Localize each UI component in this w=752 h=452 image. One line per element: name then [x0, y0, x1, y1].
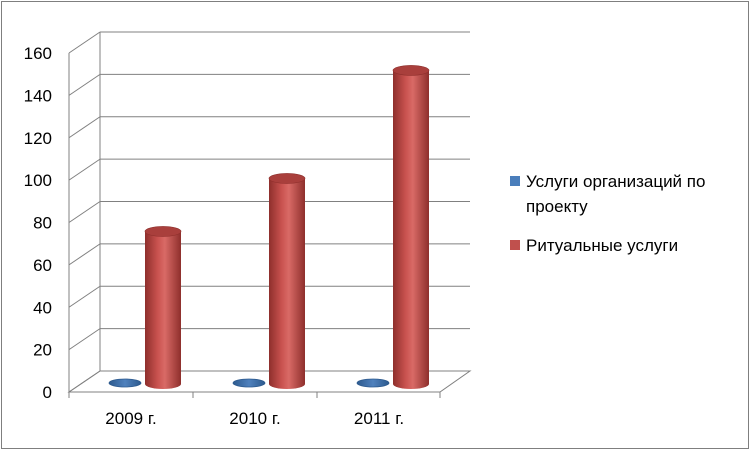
x-tick-label: 2009 г. — [105, 409, 156, 428]
gridline-depth — [68, 285, 101, 308]
bar-series-1 — [108, 378, 142, 388]
y-axis-ticks: 0 20 40 60 80 100 120 140 160 — [24, 44, 52, 402]
legend-swatch-series-1 — [510, 176, 520, 186]
legend-label-series-1: Услуги организаций по — [526, 172, 705, 191]
bar-series-2 — [393, 70, 429, 390]
gridline-depth — [68, 158, 101, 181]
legend-swatch-series-2 — [510, 240, 520, 250]
bars — [108, 65, 430, 390]
y-tick-label: 40 — [33, 298, 52, 317]
legend: Услуги организаций по проекту Ритуальные… — [510, 172, 705, 255]
x-tick-label: 2010 г. — [229, 409, 280, 428]
gridline-depth — [68, 201, 101, 223]
chart-floor — [67, 370, 472, 393]
gridline-depth — [68, 31, 101, 54]
legend-label-series-1-cont: проекту — [526, 197, 588, 216]
y-tick-label: 140 — [24, 86, 52, 105]
y-tick-label: 160 — [24, 44, 52, 63]
y-tick-label: 80 — [33, 214, 52, 233]
bar-series-1 — [232, 378, 266, 388]
y-tick-label: 120 — [24, 129, 52, 148]
bar-series-2 — [145, 231, 181, 389]
gridline-depth — [68, 243, 101, 266]
y-tick-label: 60 — [33, 256, 52, 275]
legend-label-series-2: Ритуальные услуги — [526, 236, 678, 255]
bar-series-1 — [356, 378, 390, 388]
bar-top-series-2 — [268, 173, 306, 184]
bar-series-2 — [269, 178, 305, 389]
gridline-depth — [68, 328, 101, 351]
bar-top-series-2 — [392, 65, 430, 76]
x-axis-labels: 2009 г. 2010 г. 2011 г. — [105, 409, 404, 428]
gridline-depth — [68, 116, 101, 139]
y-tick-label: 0 — [43, 383, 52, 402]
bar-top-series-2 — [144, 226, 182, 237]
y-tick-label: 100 — [24, 171, 52, 190]
x-tick-label: 2011 г. — [354, 409, 404, 428]
y-tick-label: 20 — [33, 341, 52, 360]
gridline-depth — [68, 73, 101, 96]
